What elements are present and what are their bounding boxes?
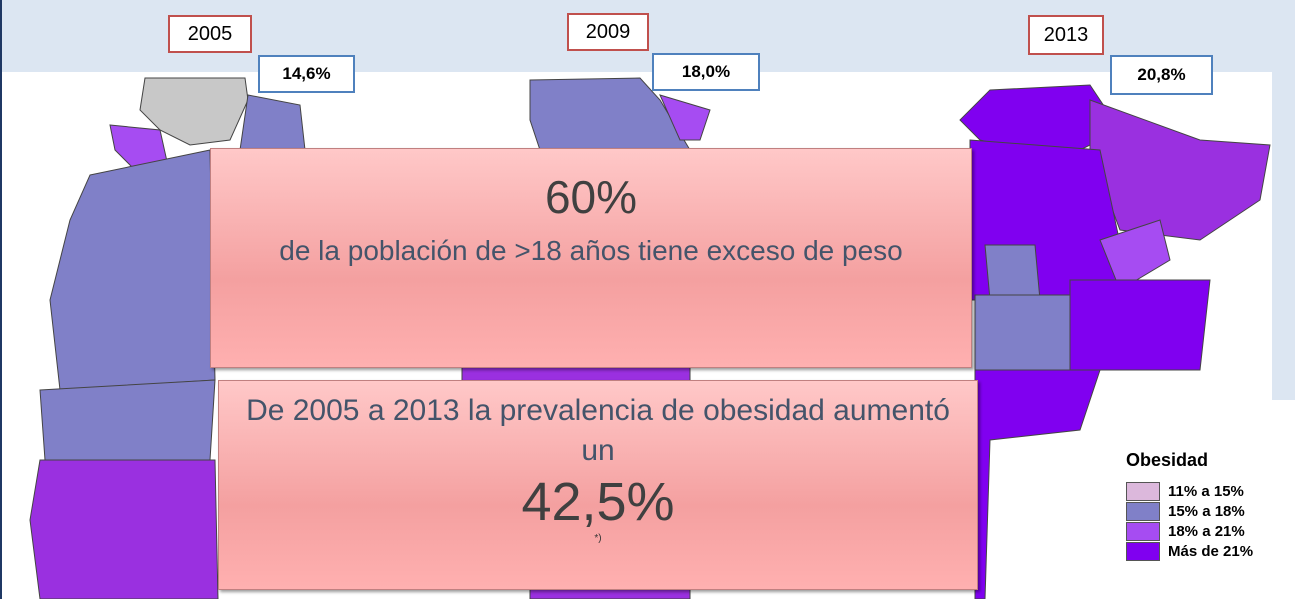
legend-label: 15% a 18% [1168, 502, 1245, 520]
side-band [1272, 60, 1295, 400]
map-2009 [461, 77, 711, 599]
legend-swatch [1126, 541, 1160, 561]
footnote: *) [594, 533, 602, 544]
legend-item: 15% a 18% [1126, 501, 1295, 521]
legend: Obesidad 11% a 15% 15% a 18% 18% a 21% Más … [1126, 450, 1295, 561]
value-label: 18,0% [652, 53, 760, 91]
callout-text: De 2005 a 2013 la prevalencia de obesida… [246, 394, 950, 467]
legend-title: Obesidad [1126, 450, 1209, 470]
legend-item: 18% a 21% [1126, 521, 1295, 541]
callout: 60% de la población de >18 años tiene ex… [210, 148, 972, 368]
year-label: 2013 [1028, 15, 1104, 55]
legend-item: Más de 21% [1126, 541, 1295, 561]
legend-item: 11% a 15% [1126, 481, 1295, 501]
map-2005 [29, 77, 306, 599]
value-label: 20,8% [1110, 55, 1213, 95]
legend-label: Más de 21% [1168, 542, 1254, 560]
legend-items: 11% a 15% 15% a 18% 18% a 21% Más de 21% [1126, 481, 1295, 561]
legend-swatch [1126, 481, 1160, 501]
headline: 42,5% [521, 472, 675, 532]
map-2013 [959, 84, 1271, 599]
callout: De 2005 a 2013 la prevalencia de obesida… [218, 380, 978, 590]
value-label: 14,6% [258, 55, 355, 93]
callout-text: de la población de >18 años tiene exceso… [279, 235, 903, 266]
legend-swatch [1126, 501, 1160, 521]
year-label: 2009 [567, 13, 649, 51]
legend-label: 18% a 21% [1168, 522, 1245, 540]
year-label: 2005 [168, 15, 252, 53]
legend-swatch [1126, 521, 1160, 541]
headline: 60% [544, 171, 638, 223]
legend-label: 11% a 15% [1168, 482, 1244, 500]
